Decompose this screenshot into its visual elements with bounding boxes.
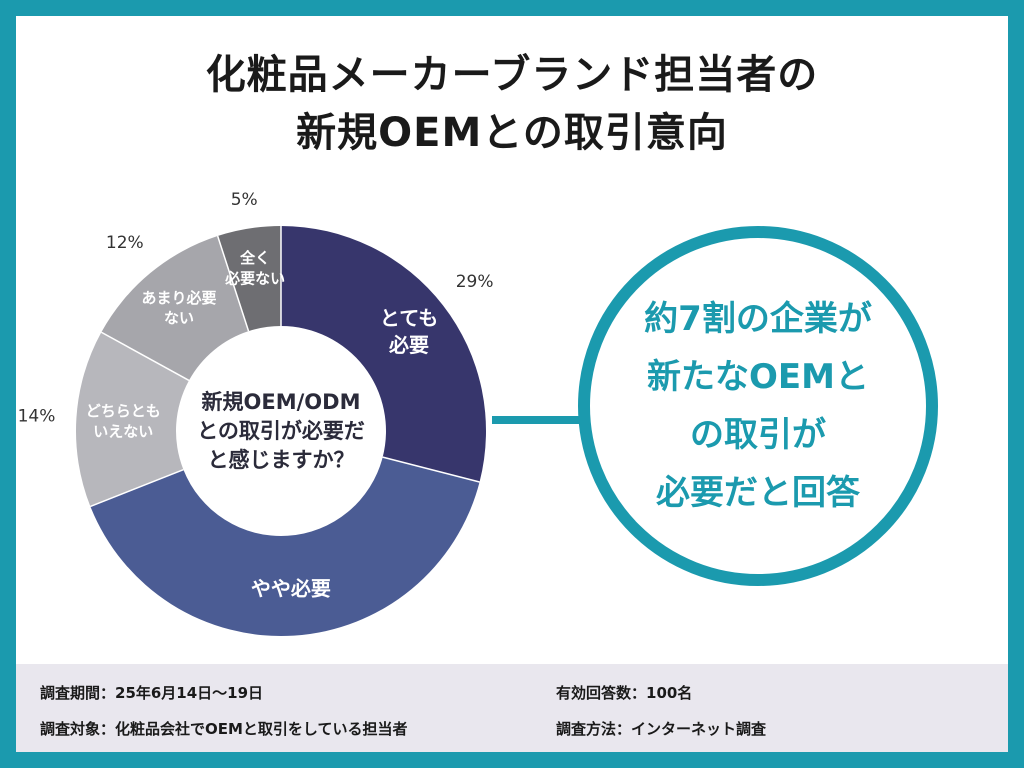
slice-separator — [216, 235, 250, 332]
slice-not-at-all-necessary — [217, 226, 281, 332]
infographic-card: 化粧品メーカーブランド担当者の 新規OEMとの取引意向 とても必要 29% やや必要… — [16, 16, 1008, 752]
slice-very-necessary — [281, 226, 486, 482]
callout-line-4: 必要だと回答 — [656, 473, 860, 513]
slice-separator — [382, 456, 480, 483]
percent-label-not-at-all-necessary: 5% — [231, 190, 258, 210]
slice-not-very-necessary — [101, 236, 249, 381]
survey-period: 調査期間：25年6月14日～19日 — [40, 684, 264, 702]
page-title: 化粧品メーカーブランド担当者の 新規OEMとの取引意向 — [16, 46, 1008, 162]
survey-target: 調査対象：化粧品会社でOEMと取引をしている担当者 — [40, 720, 408, 738]
percent-label-neutral: 14% — [18, 407, 56, 427]
connector-line — [492, 416, 592, 424]
callout-line-2: 新たなOEMと — [647, 357, 869, 397]
slice-somewhat-necessary — [90, 457, 480, 637]
slice-label-very-necessary: とても必要 — [380, 306, 438, 357]
slice-separator — [90, 468, 184, 508]
percent-label-very-necessary: 29% — [456, 272, 494, 292]
title-line-1: 化粧品メーカーブランド担当者の — [205, 52, 819, 98]
donut-chart: とても必要29%やや必要40%どちらともいえない14%あまり必要ない12%全く必… — [18, 190, 494, 687]
callout-line-1: 約7割の企業が — [644, 299, 872, 339]
slice-separator — [100, 331, 190, 382]
survey-info-footer: 調査期間：25年6月14日～19日 有効回答数：100名 調査対象：化粧品会社で… — [16, 664, 1008, 752]
slice-label-not-at-all-necessary: 全く必要ない — [224, 249, 285, 287]
center-question: 新規OEM/ODM との取引が必要だと感じますか？ — [197, 390, 365, 472]
callout-line-3: の取引が — [690, 415, 826, 455]
slice-neutral — [75, 332, 189, 507]
percent-label-not-very-necessary: 12% — [106, 233, 144, 253]
callout-circle: 約7割の企業が 新たなOEMと の取引が 必要だと回答 — [578, 226, 938, 586]
survey-method: 調査方法：インターネット調査 — [556, 720, 767, 738]
slice-label-neutral: どちらともいえない — [86, 402, 161, 440]
valid-responses: 有効回答数：100名 — [556, 684, 693, 702]
slice-label-not-very-necessary: あまり必要ない — [142, 289, 217, 327]
title-line-2: 新規OEMとの取引意向 — [296, 110, 728, 156]
slice-label-somewhat-necessary: やや必要 — [251, 577, 331, 601]
